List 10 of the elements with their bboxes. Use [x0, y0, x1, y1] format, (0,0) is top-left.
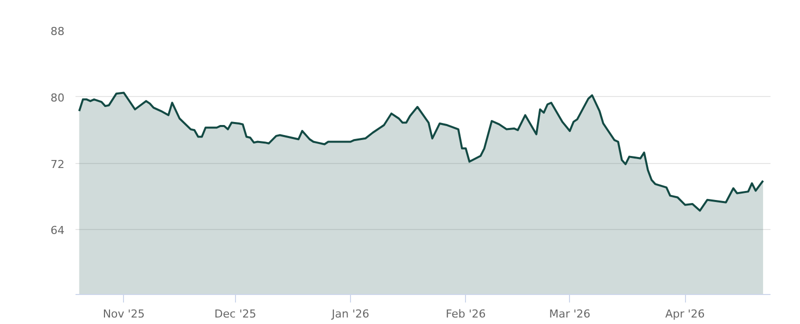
- y-tick-label: 64: [50, 224, 65, 238]
- x-tick-label: Apr '26: [665, 308, 705, 320]
- x-tick-label: Nov '25: [102, 308, 145, 320]
- x-tick-label: Dec '25: [214, 308, 256, 320]
- x-tick-label: Feb '26: [446, 308, 486, 320]
- x-tick-label: Jan '26: [330, 308, 370, 320]
- y-tick-label: 72: [50, 158, 65, 171]
- y-tick-label: 88: [50, 25, 65, 38]
- y-tick-label: 80: [50, 91, 65, 104]
- x-tick-label: Mar '26: [549, 308, 590, 320]
